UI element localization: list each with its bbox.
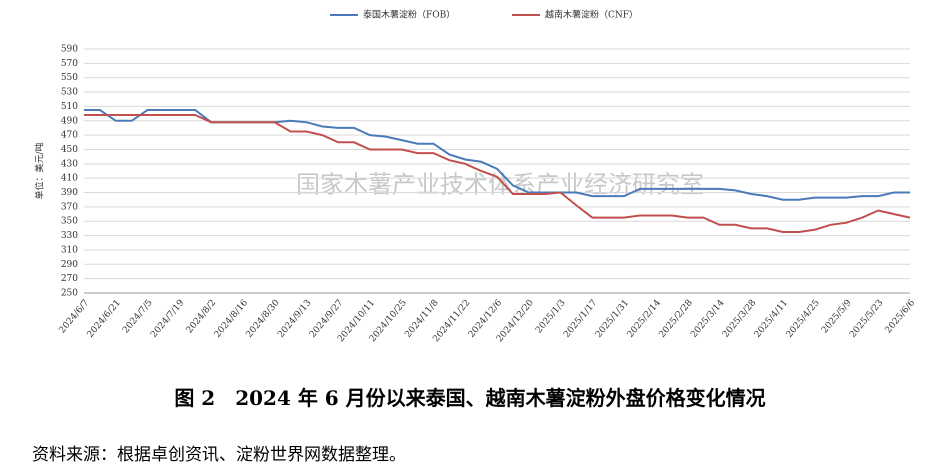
y-tick-label: 530 [61, 88, 78, 98]
x-tick-label: 2024/7/19 [149, 298, 186, 340]
y-tick-label: 450 [61, 145, 78, 155]
y-tick-label: 410 [61, 174, 78, 184]
x-tick-label: 2025/5/9 [820, 298, 854, 336]
series-line [84, 114, 911, 233]
y-tick-label: 390 [61, 188, 78, 198]
y-tick-label: 270 [61, 274, 78, 284]
figure-caption: 图 2 2024 年 6 月份以来泰国、越南木薯淀粉外盘价格变化情况 [174, 386, 766, 410]
x-tick-label: 2024/7/5 [121, 298, 155, 336]
y-tick-label: 310 [61, 245, 78, 255]
y-tick-label: 430 [61, 159, 78, 169]
x-tick-label: 2025/1/3 [534, 298, 568, 336]
x-tick-label: 2025/6/6 [884, 298, 918, 336]
y-axis-label: 单位：美元/吨 [34, 142, 46, 199]
y-tick-label: 330 [61, 231, 78, 241]
legend-label: 越南木薯淀粉（CNF） [545, 9, 638, 21]
y-tick-label: 350 [61, 217, 78, 227]
watermark: 国家木薯产业技术体系产业经济研究室 [296, 171, 704, 199]
x-tick-label: 2025/5/23 [848, 298, 885, 340]
x-tick-label: 2025/4/25 [785, 298, 822, 340]
x-tick-label: 2024/8/2 [185, 298, 219, 335]
y-tick-label: 550 [61, 73, 78, 83]
y-tick-label: 590 [61, 45, 78, 55]
y-tick-label: 570 [61, 59, 78, 69]
legend-label: 泰国木薯淀粉（FOB） [363, 9, 455, 21]
y-tick-label: 470 [61, 131, 78, 141]
x-tick-label: 2024/6/21 [86, 298, 123, 340]
x-tick-label: 2024/6/7 [58, 298, 92, 336]
y-tick-label: 250 [61, 289, 78, 299]
y-tick-label: 510 [61, 102, 78, 112]
y-tick-label: 290 [61, 260, 78, 270]
y-tick-label: 490 [61, 116, 78, 126]
source-note: 资料来源：根据卓创资讯、淀粉世界网数据整理。 [32, 445, 406, 465]
y-tick-label: 370 [61, 202, 78, 212]
chart: 国家木薯产业技术体系产业经济研究室 单位：美元/吨 250 270 290 310 33… [34, 9, 918, 345]
